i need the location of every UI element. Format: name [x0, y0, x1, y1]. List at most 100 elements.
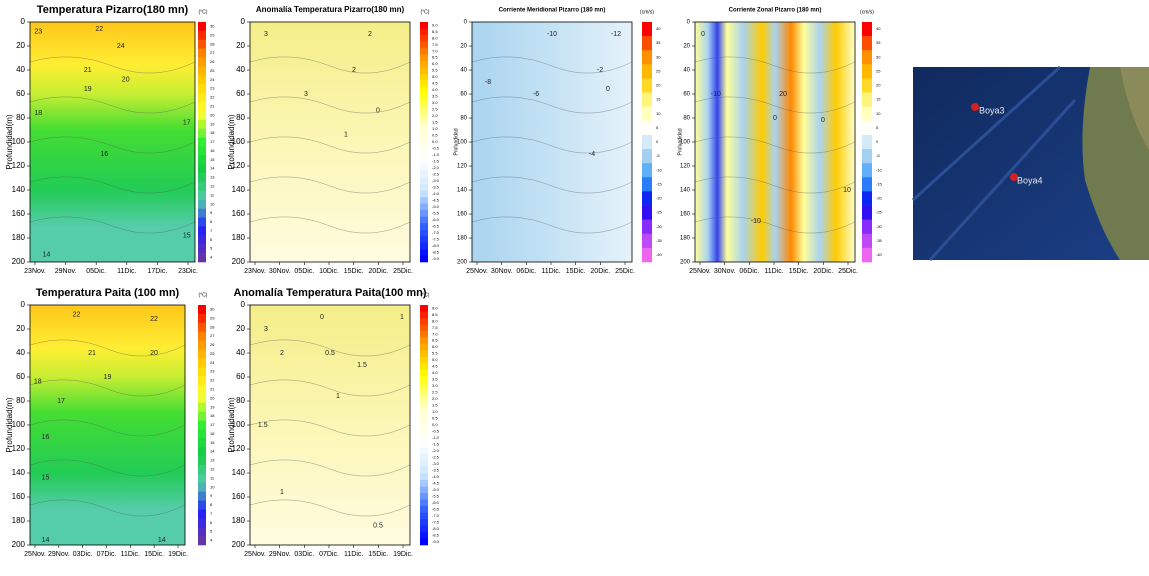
colorbar-label: -2.5 [432, 171, 440, 176]
contour-label: -10 [547, 31, 557, 38]
colorbar-label: 4 [210, 538, 213, 543]
colorbar-segment [420, 538, 428, 546]
colorbar-label: 29 [210, 32, 215, 37]
y-tick-label: 200 [12, 257, 26, 266]
contour-label: 0 [821, 117, 825, 124]
colorbar-segment [420, 434, 428, 442]
y-tick-label: 120 [680, 164, 691, 170]
colorbar-label: 35 [876, 40, 881, 45]
colorbar-segment [198, 491, 206, 501]
colorbar-segment [420, 54, 428, 62]
contour-label: 14 [42, 537, 50, 544]
colorbar-segment [420, 311, 428, 319]
colorbar-segment [420, 41, 428, 49]
contour-line [29, 216, 196, 234]
colorbar-label: 10 [876, 111, 881, 116]
contour-line [29, 459, 186, 477]
colorbar-label: 0.0 [432, 422, 438, 427]
x-tick-label: 15Dic. [789, 268, 809, 275]
y-tick-label: 120 [232, 161, 246, 170]
colorbar-segment [198, 518, 206, 528]
colorbar-label: 25 [210, 351, 215, 356]
x-tick-label: 05Dic. [294, 268, 314, 275]
buoy-label: Boya3 [979, 105, 1005, 115]
colorbar-label: 7.5 [432, 42, 438, 47]
y-tick-label: 180 [12, 233, 26, 242]
colorbar-segment [420, 151, 428, 159]
colorbar-label: -7.5 [432, 519, 440, 524]
contour-label: 1 [336, 393, 340, 400]
colorbar-label: 26 [210, 59, 215, 64]
colorbar-label: 2.5 [432, 390, 438, 395]
colorbar-label: 5 [210, 529, 213, 534]
colorbar-label: 9 [210, 210, 213, 215]
y-tick-label: 0 [241, 17, 246, 26]
colorbar-segment [198, 137, 206, 147]
colorbar-label: 8 [210, 219, 213, 224]
y-tick-label: 180 [232, 233, 246, 242]
colorbar-label: 1.0 [432, 126, 438, 131]
x-tick-label: 17Dic. [147, 268, 167, 275]
y-axis-label: Profundidad(m) [227, 397, 236, 452]
y-tick-label: 20 [683, 44, 690, 50]
contour-line [29, 379, 186, 397]
y-tick-label: 160 [12, 492, 26, 501]
colorbar-label: 11 [210, 475, 215, 480]
contour-line [249, 56, 411, 74]
y-tick-label: 40 [236, 65, 245, 74]
contour-label: 1 [400, 314, 404, 321]
contour-label: 2 [368, 31, 372, 38]
colorbar-segment [642, 120, 652, 136]
colorbar-segment [420, 408, 428, 416]
colorbar-label: 20 [210, 395, 215, 400]
y-tick-label: 180 [680, 236, 691, 242]
colorbar-label: 9.0 [432, 22, 438, 27]
y-tick-label: 80 [683, 116, 690, 122]
colorbar-segment [420, 317, 428, 325]
colorbar-label: -20 [876, 196, 883, 201]
contour-label: 19 [104, 374, 112, 381]
colorbar-segment [642, 233, 652, 249]
contour-label: 17 [183, 120, 191, 127]
y-tick-label: 100 [232, 420, 246, 429]
colorbar-label: 15 [210, 440, 215, 445]
x-tick-label: 06Dic. [516, 268, 536, 275]
y-tick-label: 40 [683, 68, 690, 74]
map: Boya3 Boya4 [911, 65, 1149, 262]
contour-label: 22 [95, 26, 103, 33]
x-tick-label: 25Dic. [393, 268, 413, 275]
contour-label: 17 [57, 398, 65, 405]
contour-label: 14 [43, 252, 51, 259]
colorbar-label: -7.0 [432, 230, 440, 235]
colorbar-segment [862, 233, 872, 249]
colorbar-label: -5.5 [432, 493, 440, 498]
x-tick-label: 11Dic. [117, 268, 136, 275]
colorbar-label: 13 [210, 458, 215, 463]
colorbar-label: 6.5 [432, 338, 438, 343]
contour-label: 18 [34, 110, 42, 117]
contour-line [249, 459, 411, 477]
colorbar-segment [198, 235, 206, 245]
y-tick-label: 40 [460, 68, 467, 74]
colorbar-segment [198, 420, 206, 430]
colorbar-segment [420, 330, 428, 338]
contour-line [249, 339, 411, 357]
chart-title: Corriente Meridional Pizarro (180 mn) [499, 8, 606, 14]
colorbar-label: 3.5 [432, 94, 438, 99]
y-tick-label: 80 [236, 113, 245, 122]
colorbar-segment [862, 247, 872, 263]
colorbar-label: -2.0 [432, 448, 440, 453]
colorbar-label: 2.5 [432, 107, 438, 112]
colorbar-label: -15 [876, 181, 883, 186]
colorbar-segment [198, 411, 206, 421]
colorbar-label: -5.0 [432, 487, 440, 492]
colorbar-label: 8.0 [432, 35, 438, 40]
contour-line [29, 56, 196, 74]
x-tick-label: 25Nov. [466, 268, 488, 275]
chart-title: Anomalía Temperatura Pizarro(180 mn) [256, 5, 405, 14]
colorbar-segment [420, 171, 428, 178]
colorbar-segment [862, 78, 872, 93]
contour-line [249, 499, 411, 517]
y-tick-label: 140 [12, 468, 26, 477]
colorbar-segment [642, 191, 652, 206]
